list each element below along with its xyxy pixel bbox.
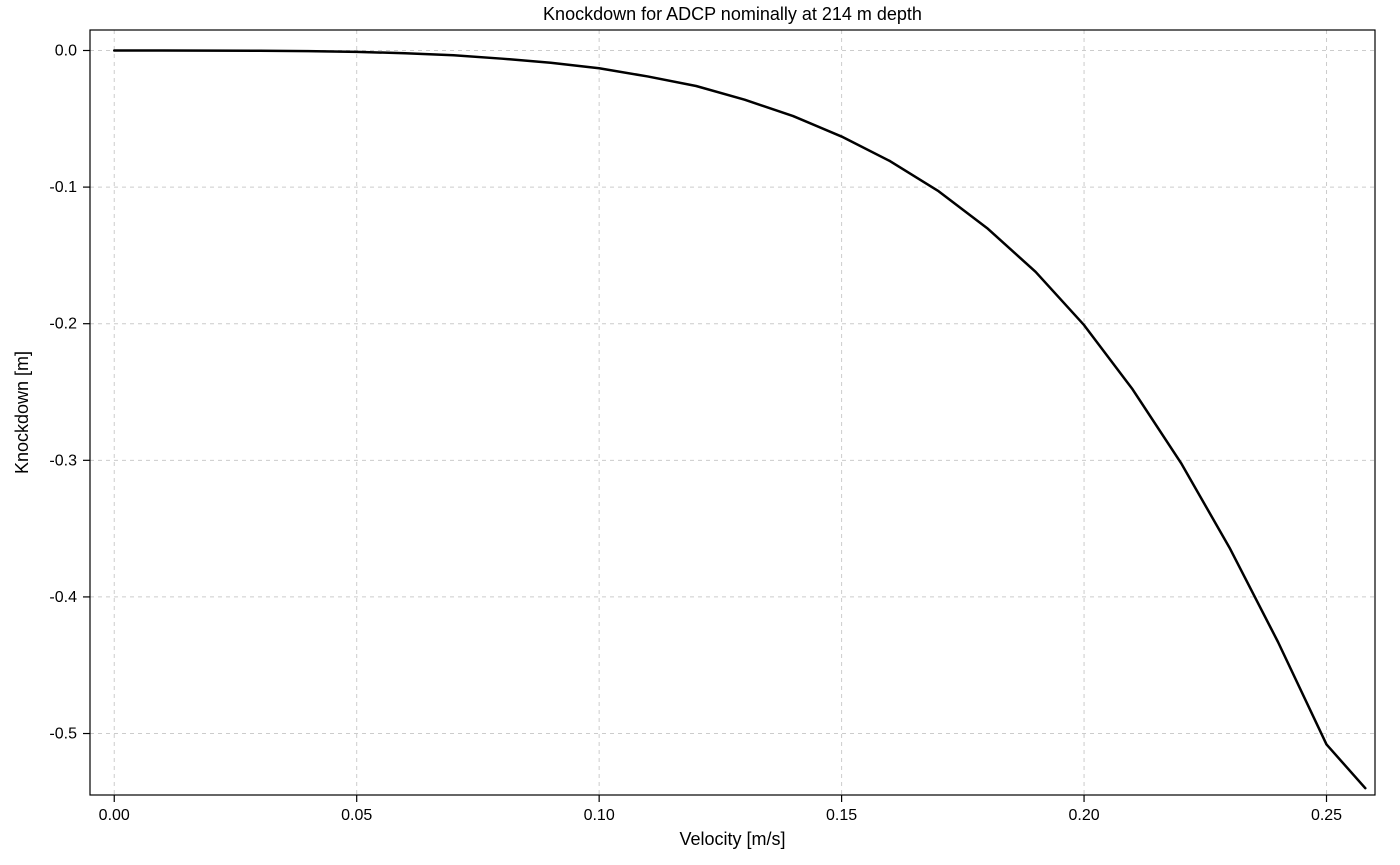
chart-title: Knockdown for ADCP nominally at 214 m de… xyxy=(543,4,922,24)
x-axis-label: Velocity [m/s] xyxy=(679,829,785,849)
x-tick-label: 0.25 xyxy=(1311,807,1342,824)
y-tick-label: -0.5 xyxy=(49,726,77,743)
x-tick-label: 0.05 xyxy=(341,807,372,824)
y-tick-label: -0.4 xyxy=(49,589,77,606)
x-tick-label: 0.10 xyxy=(584,807,615,824)
y-tick-label: -0.1 xyxy=(49,179,77,196)
y-tick-label: -0.3 xyxy=(49,452,77,469)
chart-background xyxy=(0,0,1400,865)
y-tick-label: -0.2 xyxy=(49,316,77,333)
x-tick-label: 0.00 xyxy=(99,807,130,824)
x-tick-label: 0.20 xyxy=(1068,807,1099,824)
knockdown-line-chart: 0.00 0.05 0.10 0.15 0.20 0.25 0.0 -0.1 -0.2 -0.3 -… xyxy=(0,0,1400,865)
chart-container: 0.00 0.05 0.10 0.15 0.20 0.25 0.0 -0.1 -0.2 -0.3 -… xyxy=(0,0,1400,865)
x-tick-label: 0.15 xyxy=(826,807,857,824)
y-axis-label: Knockdown [m] xyxy=(12,351,32,474)
y-tick-label: 0.0 xyxy=(55,42,77,59)
